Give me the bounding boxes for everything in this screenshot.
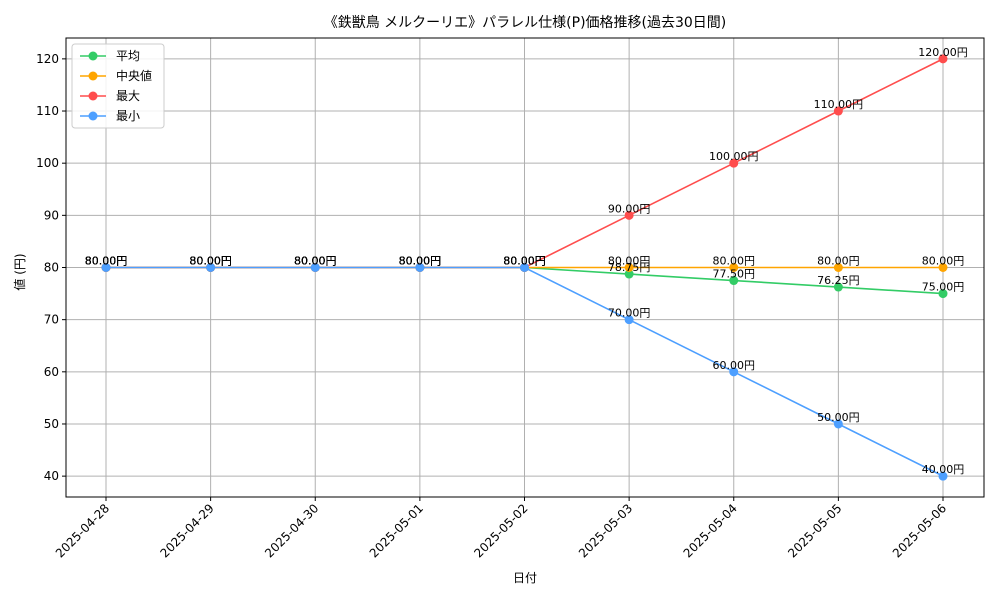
legend-label: 中央値 (116, 68, 152, 83)
data-label: 90.00円 (608, 202, 651, 215)
data-point (938, 471, 948, 481)
data-label: 80.00円 (922, 255, 965, 268)
data-label: 80.00円 (399, 255, 442, 268)
data-label: 78.75円 (608, 261, 651, 274)
x-tick-label: 2025-05-04 (681, 501, 740, 560)
x-tick-label: 2025-05-05 (785, 501, 844, 560)
data-point (938, 263, 948, 272)
data-point (624, 210, 634, 220)
data-label: 80.00円 (399, 255, 442, 268)
data-label: 80.00円 (294, 255, 337, 268)
series-3 (101, 263, 948, 481)
data-label: 80.00円 (85, 255, 128, 268)
data-label: 80.00円 (294, 255, 337, 268)
legend-label: 最大 (116, 89, 140, 103)
data-label: 80.00円 (85, 255, 128, 268)
data-labels: 80.00円 80.00円 80.00円 80.00円 80.00円78.75円77.5… (85, 46, 968, 476)
data-label: 80.00円 (713, 255, 756, 268)
data-label: 50.00円 (817, 411, 860, 424)
x-tick-label: 2025-05-01 (367, 501, 426, 560)
data-point (729, 367, 739, 377)
legend-label: 平均 (116, 49, 140, 63)
chart-title: 《鉄獣鳥 メルクーリエ》パラレル仕様(P)価格推移(過去30日間) (324, 15, 727, 31)
axes: 40 50 60 70 80 90 100 110 120 2025-04-28 2025-04-2… (36, 37, 985, 560)
data-point (310, 263, 320, 272)
data-label: 80.00円 (608, 255, 651, 268)
data-point (624, 269, 634, 279)
y-tick-label: 80 (44, 261, 59, 275)
legend-entry-3: 最小 (80, 109, 140, 123)
y-tick-label: 40 (44, 469, 59, 483)
y-tick-label: 100 (36, 156, 59, 170)
legend-marker (88, 51, 98, 61)
data-point (729, 263, 739, 272)
data-label: 75.00円 (922, 281, 965, 294)
legend-entry-0: 平均 (80, 49, 140, 63)
data-label: 80.00円 (503, 255, 546, 268)
x-tick-label: 2025-05-02 (471, 501, 530, 560)
data-point (833, 282, 843, 292)
data-label: 70.00円 (608, 307, 651, 320)
x-tick-label: 2025-04-29 (158, 501, 217, 560)
y-axis-label: 値 (円) (12, 253, 27, 290)
data-point (624, 315, 634, 325)
legend-entry-2: 最大 (80, 89, 140, 103)
data-label: 40.00円 (922, 463, 965, 476)
data-label: 80.00円 (189, 255, 232, 268)
data-label: 80.00円 (85, 255, 128, 268)
data-point (415, 263, 425, 272)
y-tick-label: 60 (44, 365, 59, 379)
x-tick-label: 2025-05-06 (890, 501, 949, 560)
legend-marker (88, 71, 98, 81)
legend-entry-1: 中央値 (80, 68, 152, 83)
data-point (206, 263, 216, 272)
data-label: 80.00円 (503, 255, 546, 268)
y-tick-label: 90 (44, 208, 59, 222)
y-tick-label: 70 (44, 313, 59, 327)
legend-label: 最小 (116, 109, 140, 123)
data-label: 80.00円 (817, 255, 860, 268)
x-tick-label: 2025-05-03 (576, 501, 635, 560)
data-label: 60.00円 (713, 359, 756, 372)
data-point (520, 263, 529, 272)
data-label: 80.00円 (294, 255, 337, 268)
data-label: 80.00円 (503, 255, 546, 268)
legend-box (71, 43, 165, 129)
data-point (729, 158, 739, 168)
data-label: 110.00円 (814, 98, 864, 111)
data-point (938, 54, 948, 64)
data-point (833, 263, 843, 272)
data-point (833, 419, 843, 429)
data-label: 120.00円 (918, 46, 968, 59)
data-label: 80.00円 (294, 255, 337, 268)
series-group (101, 54, 948, 481)
data-label: 77.50円 (713, 268, 756, 281)
legend-marker (88, 111, 98, 121)
data-label: 76.25円 (817, 274, 860, 287)
data-label: 80.00円 (189, 255, 232, 268)
data-label: 80.00円 (189, 255, 232, 268)
data-point (729, 276, 739, 286)
y-tick-label: 120 (36, 52, 59, 66)
data-label: 80.00円 (85, 255, 128, 268)
x-tick-label: 2025-04-30 (262, 501, 321, 560)
data-label: 100.00円 (709, 150, 759, 163)
data-label: 80.00円 (503, 255, 546, 268)
y-tick-label: 110 (36, 104, 59, 118)
data-label: 80.00円 (189, 255, 232, 268)
data-label: 80.00円 (399, 255, 442, 268)
x-tick-label: 2025-04-28 (53, 501, 112, 560)
data-point (624, 263, 634, 272)
x-axis-label: 日付 (513, 571, 537, 585)
legend-marker (88, 91, 98, 101)
data-point (833, 106, 843, 116)
data-point (101, 263, 111, 272)
data-label: 80.00円 (399, 255, 442, 268)
data-point (938, 289, 948, 299)
y-tick-label: 50 (44, 417, 59, 431)
